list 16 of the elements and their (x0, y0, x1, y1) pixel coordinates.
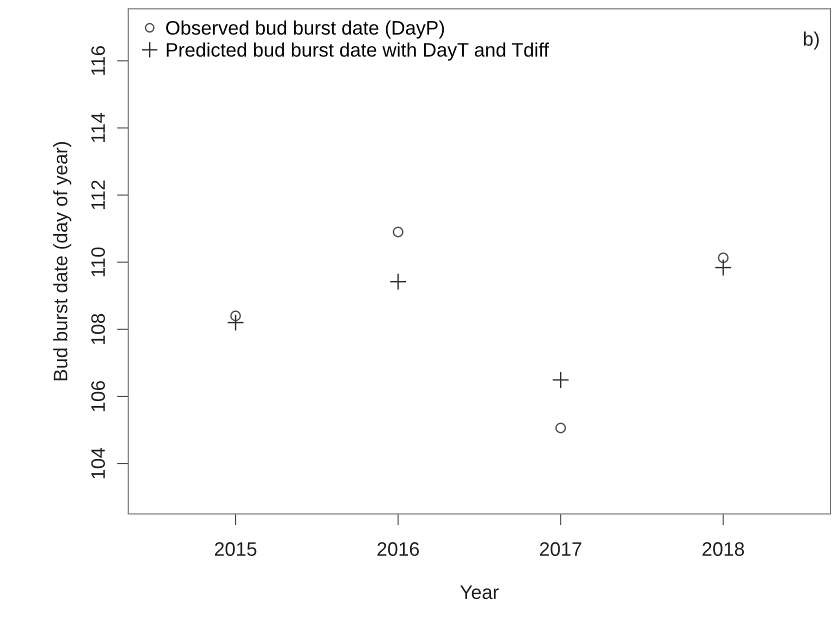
y-tick-label: 114 (91, 113, 105, 142)
x-axis-title: Year (460, 586, 499, 600)
y-tick-label: 108 (91, 314, 105, 344)
y-tick-label: 104 (91, 448, 105, 478)
x-tick-label: 2016 (377, 542, 419, 556)
y-tick-label: 106 (91, 381, 105, 412)
legend-label: Predicted bud burst date with DayT and Tdiff (166, 42, 550, 61)
y-tick-label: 116 (91, 46, 105, 75)
x-tick-label: 2015 (214, 542, 256, 556)
x-tick-label: 2017 (540, 542, 582, 556)
x-tick-label: 2018 (702, 542, 744, 556)
y-tick-label: 112 (91, 180, 105, 210)
y-axis-title: Bud burst date (day of year) (53, 142, 72, 380)
legend-label: Observed bud burst date (DayP) (166, 20, 444, 39)
y-tick-label: 110 (91, 247, 105, 276)
annotation: b) (804, 32, 819, 50)
